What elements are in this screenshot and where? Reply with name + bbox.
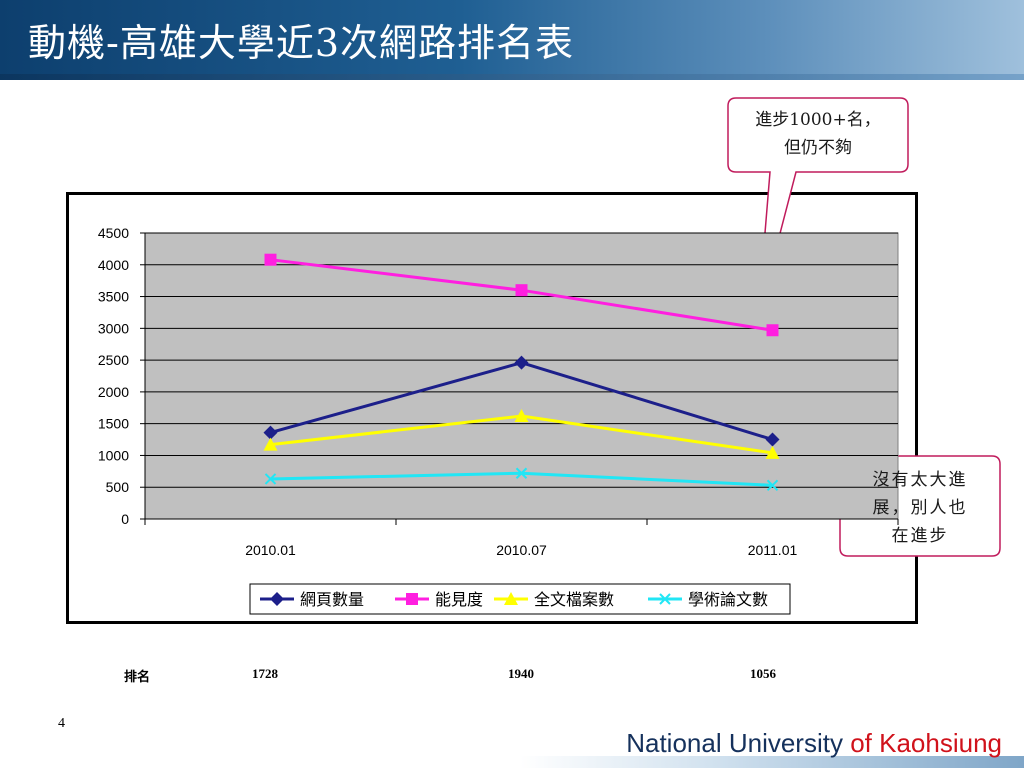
y-tick-label: 1000 [98,447,129,463]
data-point-s0-2 [765,432,780,447]
legend-marker-2 [504,592,518,605]
legend-label-1: 能見度 [435,590,483,609]
y-tick-label: 4000 [98,257,129,273]
legend-label-0: 網頁數量 [300,590,364,609]
y-tick-label: 3000 [98,320,129,336]
data-point-s3-2 [766,479,779,492]
data-point-s1-1 [515,284,528,297]
y-tick-label: 0 [121,511,129,527]
callout-right-line1: 沒有太大進 [872,470,968,490]
callout-right-text: 沒有太大進 展，別人也 在進步 [842,466,998,550]
ranking-value-2011-01: 1056 [750,666,776,681]
legend-marker-0 [270,592,284,606]
plot-area [144,232,899,520]
slide-title: 動機-高雄大學近3次網路排名表 [28,21,575,65]
data-point-s1-0 [264,253,277,266]
callout-top-line2: 但仍不夠 [784,138,852,158]
x-tick-label: 2011.01 [748,542,798,558]
y-tick-label: 3500 [98,289,129,305]
x-tick-label: 2010.01 [245,542,296,558]
data-point-s3-2-b [766,479,779,492]
brand-part-1: National University [626,728,851,758]
y-tick-label: 2000 [98,384,129,400]
legend-label-3: 學術論文數 [688,590,768,609]
y-tick-label: 2500 [98,352,129,368]
footer-line [520,756,1024,768]
legend-marker-3 [659,593,671,605]
x-tick-label: 2010.07 [496,542,547,558]
data-point-s2-0 [263,437,278,451]
callout-right-line2: 展，別人也 [872,498,968,518]
data-point-s2-2 [765,445,780,459]
y-tick-label: 500 [106,479,130,495]
brand-part-2: of Kaohsiung [850,728,1002,758]
ranking-label: 排名 [124,670,151,685]
data-point-s2-1 [514,409,529,423]
ranking-value-2010-07: 1940 [508,666,534,681]
data-point-s3-0 [264,473,277,485]
legend-label-2: 全文檔案數 [534,590,614,609]
data-point-s3-1-b [515,467,528,479]
page-number: 4 [58,716,65,731]
callout-right-line3: 在進步 [891,526,949,546]
title-bar: 動機-高雄大學近3次網路排名表 [0,0,1024,80]
university-brand: National University of Kaohsiung [626,728,1002,759]
callout-top-text: 進步1000+名， 但仍不夠 [732,106,904,162]
callout-top-line1: 進步1000+名， [755,110,881,130]
data-point-s3-0-b [264,473,277,485]
data-point-s3-1 [515,467,528,479]
y-tick-label: 4500 [98,225,129,241]
ranking-value-2010-01: 1728 [252,666,278,681]
data-point-s1-2 [766,324,779,337]
data-point-s0-0 [263,425,278,440]
legend-marker-1 [406,593,418,605]
y-tick-label: 1500 [98,416,129,432]
data-point-s0-1 [514,355,529,370]
legend-marker-3-b [659,593,671,605]
